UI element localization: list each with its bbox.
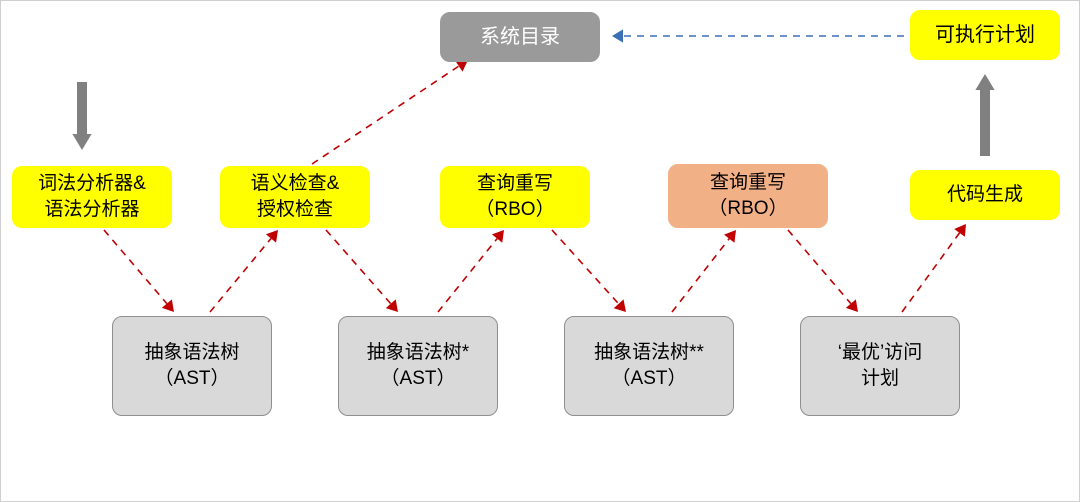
label: 语义检查&授权检查: [251, 171, 340, 222]
arrowhead-input-to-lex: [72, 134, 91, 150]
edge-bestplan-to-codegen: [902, 233, 960, 312]
diagram-stage: 系统目录 可执行计划 词法分析器&语法分析器 语义检查&授权检查 查询重写（RB…: [0, 0, 1080, 502]
node-ast0: 抽象语法树（AST）: [112, 316, 272, 416]
label: 抽象语法树**（AST）: [594, 340, 704, 391]
label: 抽象语法树*（AST）: [367, 340, 469, 391]
arrowhead-lex-to-ast0: [162, 299, 174, 312]
label: 可执行计划: [935, 22, 1035, 49]
arrowhead-sem-to-ast1: [386, 299, 398, 312]
arrowhead-ast0-to-sem: [266, 230, 278, 243]
arrowhead-rw2-to-bestplan: [846, 299, 858, 312]
edges-layer: [0, 0, 1080, 502]
label: 查询重写（RBO）: [708, 170, 787, 221]
edge-ast0-to-sem: [210, 238, 271, 312]
label: 代码生成: [947, 182, 1023, 208]
arrowhead-codegen-to-exec: [975, 74, 994, 90]
label: 系统目录: [480, 24, 560, 51]
edge-lex-to-ast0: [104, 230, 167, 304]
node-ast1: 抽象语法树*（AST）: [338, 316, 498, 416]
node-sem: 语义检查&授权检查: [220, 166, 370, 228]
edge-ast1-to-rw1: [438, 239, 497, 312]
arrowhead-rw1-to-ast2: [614, 299, 626, 312]
edge-rw2-to-bestplan: [788, 230, 851, 304]
label: 查询重写（RBO）: [475, 171, 554, 222]
arrowhead-bestplan-to-codegen: [954, 224, 966, 237]
node-plan-exec: 可执行计划: [910, 10, 1060, 60]
label: 词法分析器&语法分析器: [38, 171, 146, 222]
outer-frame: [1, 1, 1080, 502]
node-catalog: 系统目录: [440, 12, 600, 62]
arrowhead-exec-to-catalog: [612, 29, 623, 42]
edge-sem-to-catalog: [312, 66, 459, 164]
node-rw2: 查询重写（RBO）: [668, 164, 828, 228]
node-lex: 词法分析器&语法分析器: [12, 166, 172, 228]
edge-rw1-to-ast2: [552, 230, 619, 304]
node-ast2: 抽象语法树**（AST）: [564, 316, 734, 416]
edge-sem-to-ast1: [326, 230, 391, 304]
arrowhead-ast1-to-rw1: [492, 230, 504, 243]
edge-ast2-to-rw2: [672, 239, 729, 312]
label: ‘最优’访问计划: [838, 340, 922, 391]
node-rw1: 查询重写（RBO）: [440, 166, 590, 228]
label: 抽象语法树（AST）: [144, 340, 239, 391]
arrowhead-ast2-to-rw2: [724, 230, 736, 243]
node-codegen: 代码生成: [910, 170, 1060, 220]
node-bestplan: ‘最优’访问计划: [800, 316, 960, 416]
